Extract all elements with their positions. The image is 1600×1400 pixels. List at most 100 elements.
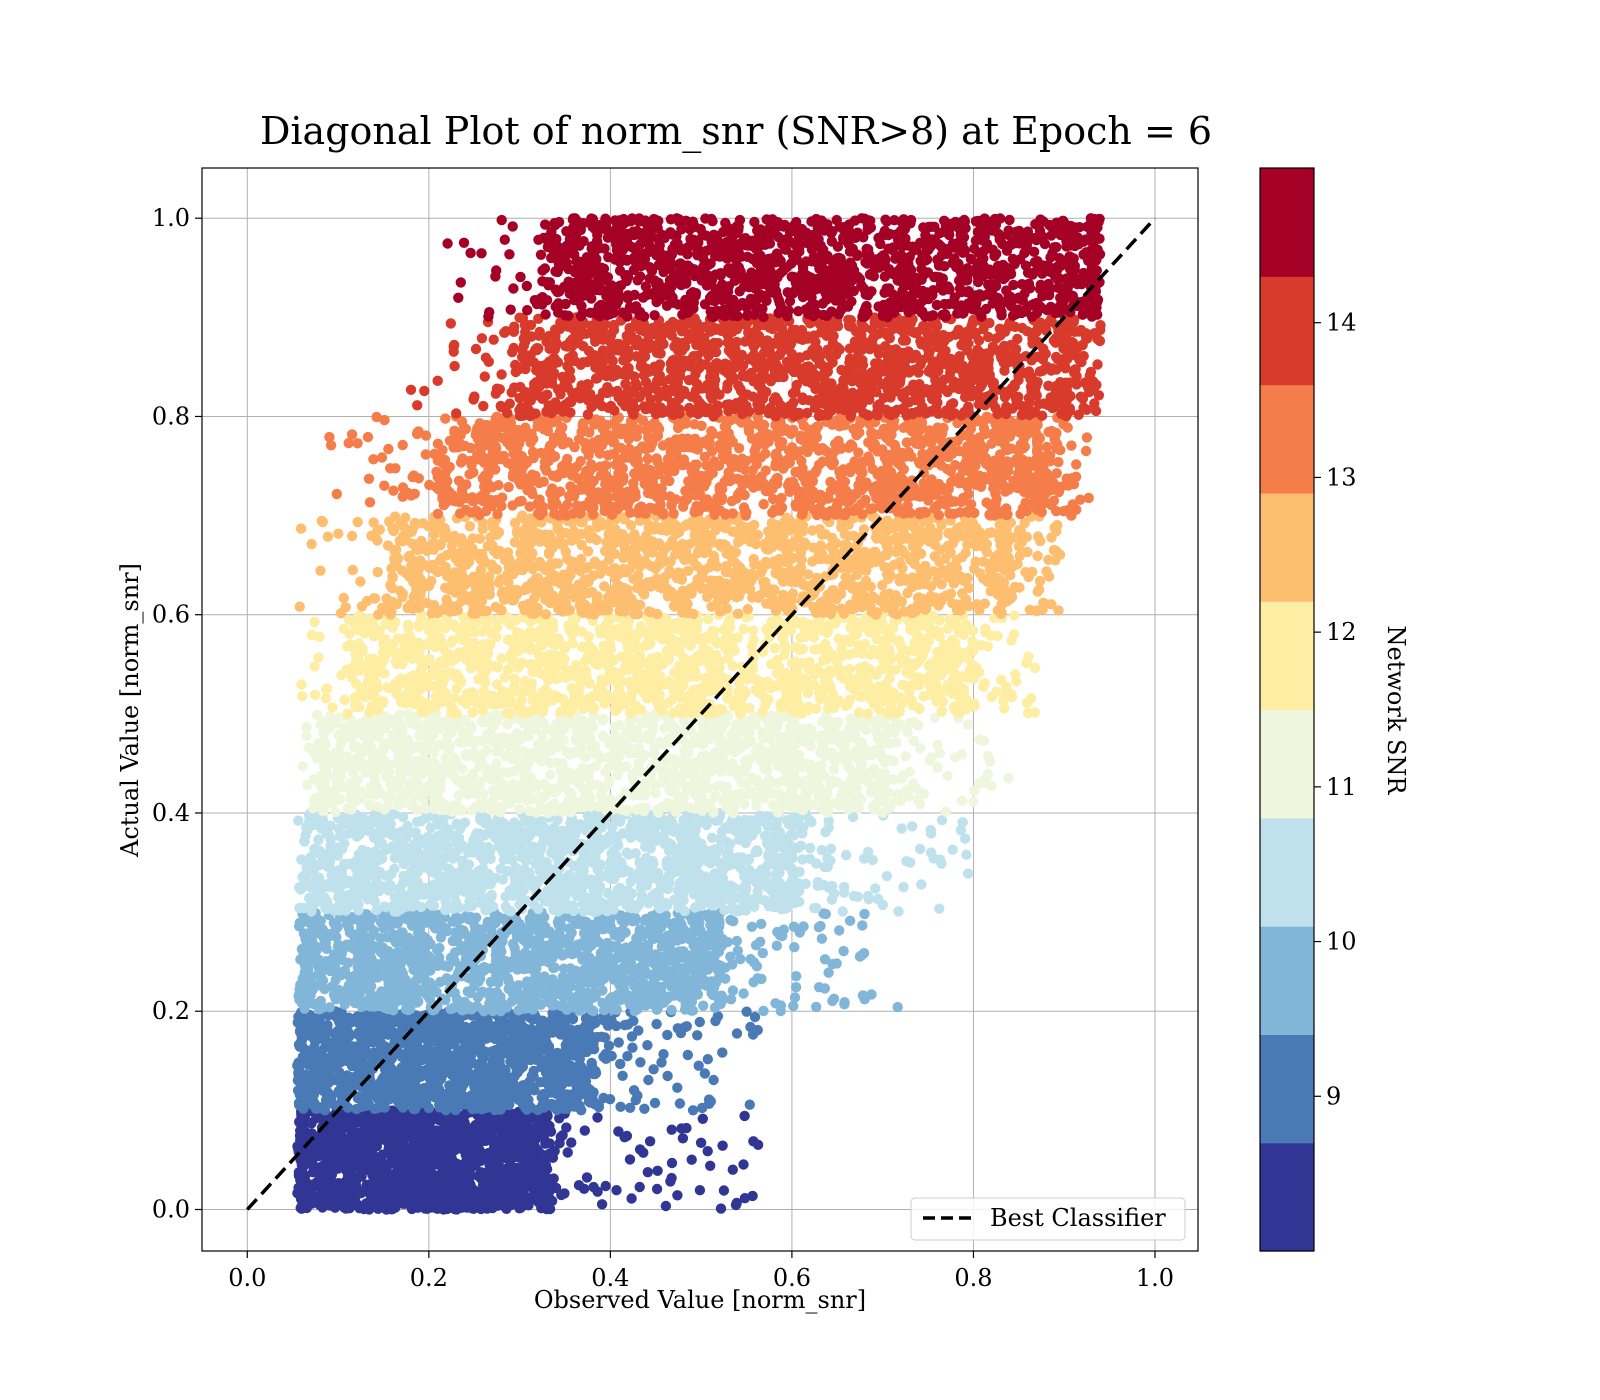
- scatter-point: [318, 1032, 330, 1044]
- scatter-point: [387, 1153, 398, 1165]
- scatter-point: [310, 1113, 322, 1124]
- scatter-point: [398, 1172, 409, 1184]
- scatter-point: [485, 976, 497, 988]
- scatter-point: [477, 986, 488, 997]
- scatter-point: [597, 963, 608, 974]
- scatter-point: [654, 951, 665, 963]
- scatter-point: [581, 933, 592, 944]
- scatter-point: [445, 1200, 456, 1212]
- scatter-point: [562, 1147, 573, 1158]
- scatter-point: [546, 1098, 557, 1110]
- scatter-point: [389, 982, 400, 994]
- scatter-point: [683, 986, 694, 997]
- scatter-point: [450, 1104, 461, 1116]
- scatter-point: [488, 1200, 499, 1211]
- scatter-point: [462, 1127, 473, 1138]
- scatter-point: [329, 960, 340, 971]
- scatter-point: [402, 914, 413, 925]
- scatter-point: [330, 974, 341, 985]
- scatter-point: [300, 942, 312, 953]
- scatter-point: [634, 1181, 645, 1193]
- scatter-point: [615, 1058, 626, 1070]
- scatter-point: [581, 1172, 593, 1183]
- scatter-point: [672, 1190, 683, 1201]
- scatter-point: [573, 1041, 584, 1052]
- scatter-point: [373, 1024, 385, 1035]
- scatter-point: [687, 1105, 699, 1116]
- scatter-point: [535, 980, 546, 991]
- scatter-point: [691, 939, 703, 951]
- scatter-point: [816, 933, 828, 944]
- scatter-point: [296, 1130, 307, 1141]
- scatter-point: [378, 922, 389, 934]
- scatter-point: [632, 1090, 643, 1101]
- scatter-point: [665, 1176, 676, 1187]
- scatter-point: [326, 1124, 338, 1136]
- scatter-point: [477, 1168, 488, 1180]
- scatter-point: [727, 985, 739, 996]
- scatter-point: [517, 1200, 528, 1212]
- scatter-point: [636, 967, 648, 978]
- scatter-point: [343, 922, 355, 934]
- scatter-point: [748, 957, 760, 968]
- scatter-point: [626, 1193, 637, 1204]
- scatter-point: [441, 1115, 453, 1127]
- scatter-point: [698, 1000, 709, 1011]
- scatter-point: [330, 992, 341, 1004]
- scatter-point: [731, 1028, 743, 1039]
- scatter-point: [758, 1005, 769, 1017]
- scatter-point: [374, 968, 385, 979]
- scatter-point: [790, 982, 802, 993]
- scatter-point: [296, 1202, 307, 1214]
- scatter-point: [467, 914, 478, 925]
- scatter-point: [531, 963, 542, 974]
- scatter-point: [486, 1132, 497, 1143]
- scatter-point: [834, 925, 845, 936]
- scatter-point: [295, 1038, 306, 1050]
- scatter-point: [866, 989, 877, 1000]
- scatter-point: [643, 1074, 654, 1086]
- scatter-point: [549, 1145, 560, 1157]
- scatter-point: [676, 926, 687, 937]
- scatter-point: [526, 1161, 537, 1173]
- scatter-point: [366, 1178, 377, 1189]
- scatter-point: [426, 1202, 438, 1213]
- scatter-point: [587, 1097, 598, 1109]
- scatter-point: [471, 1034, 482, 1045]
- scatter-point: [391, 1138, 402, 1149]
- scatter-point: [324, 1090, 335, 1102]
- scatter-point: [406, 1163, 417, 1175]
- scatter-point: [431, 1050, 442, 1061]
- scatter-point: [403, 1149, 415, 1160]
- scatter-point: [638, 988, 649, 1000]
- scatter-point: [527, 1004, 538, 1015]
- scatter-point: [300, 994, 311, 1005]
- scatter-point: [815, 920, 826, 932]
- scatter-point: [383, 1075, 394, 1087]
- scatter-point: [662, 930, 674, 941]
- scatter-point: [399, 1194, 410, 1206]
- scatter-point: [382, 1167, 393, 1178]
- scatter-point: [686, 1154, 697, 1165]
- scatter-point: [294, 1066, 305, 1077]
- scatter-point: [296, 1077, 307, 1088]
- scatter-point: [717, 1140, 728, 1151]
- scatter-point: [651, 1018, 662, 1030]
- scatter-point: [293, 1057, 304, 1068]
- scatter-point: [422, 989, 434, 1001]
- scatter-points: [292, 213, 1106, 1215]
- scatter-point: [400, 1004, 412, 1015]
- scatter-point: [702, 1146, 713, 1157]
- scatter-point: [588, 1087, 599, 1098]
- scatter-point: [350, 1132, 362, 1143]
- scatter-point: [450, 916, 462, 927]
- scatter-point: [382, 1131, 393, 1143]
- scatter-point: [520, 1172, 531, 1183]
- scatter-point: [583, 919, 595, 930]
- scatter-point: [442, 1158, 453, 1169]
- scatter-point: [620, 927, 631, 938]
- scatter-point: [361, 966, 372, 978]
- scatter-point: [314, 1171, 326, 1183]
- scatter-point: [395, 1077, 406, 1088]
- scatter-point: [368, 1191, 379, 1202]
